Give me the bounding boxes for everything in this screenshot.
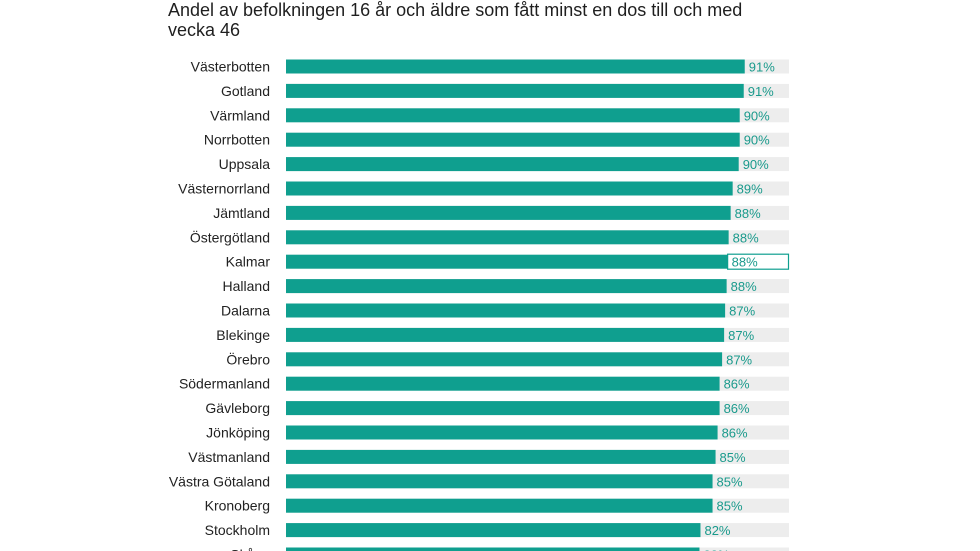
highlight-box — [727, 253, 790, 270]
bar-row: Kronoberg 85% — [205, 498, 789, 514]
bar-row: Jönköping 86% — [206, 425, 789, 441]
value-label: 90% — [744, 108, 770, 123]
bar-row: Örebro 87% — [226, 350, 789, 367]
value-label: 87% — [729, 304, 755, 319]
bar — [286, 547, 700, 551]
bar-row: Blekinge 87% — [216, 327, 789, 343]
category-label: Skåne — [230, 547, 270, 551]
category-label: Västra Götaland — [169, 473, 270, 489]
bar — [286, 157, 739, 172]
bar-row: Västra Götaland 85% — [169, 473, 789, 489]
value-label: 86% — [724, 401, 750, 416]
bar — [286, 279, 727, 294]
bar-row: Västerbotten 91% — [191, 59, 789, 75]
category-label: Södermanland — [179, 376, 270, 392]
category-label: Östergötland — [190, 228, 270, 245]
category-label: Kronoberg — [205, 498, 270, 514]
category-label: Västernorrland — [178, 181, 270, 197]
bar — [286, 425, 718, 440]
bar-row: Dalarna 87% — [221, 303, 789, 319]
value-label: 88% — [731, 279, 757, 294]
bar — [286, 59, 745, 74]
bar — [286, 230, 729, 245]
value-label: 90% — [744, 133, 770, 148]
bar-row: Jämtland 88% — [213, 205, 789, 221]
category-label: Norrbotten — [204, 132, 270, 148]
bar — [286, 352, 723, 367]
category-label: Halland — [223, 278, 270, 294]
category-label: Dalarna — [221, 303, 270, 319]
value-label: 89% — [737, 182, 763, 197]
value-label: 82% — [704, 523, 730, 538]
bar — [286, 327, 725, 342]
value-label: 91% — [749, 60, 775, 75]
category-label: Västerbotten — [191, 59, 270, 75]
category-label: Jönköping — [206, 425, 270, 441]
category-label: Blekinge — [216, 327, 270, 343]
value-label: 82% — [703, 548, 729, 551]
value-label: 88% — [733, 230, 759, 245]
bar — [286, 498, 713, 513]
bar-row: Uppsala 90% — [219, 156, 789, 172]
chart-title: Andel av befolkningen 16 år och äldre so… — [168, 0, 743, 40]
value-label: 87% — [726, 352, 752, 367]
bar-row: Norrbotten 90% — [204, 132, 789, 148]
bar — [286, 132, 740, 147]
value-label: 85% — [717, 499, 743, 514]
bar-row: Västernorrland 89% — [178, 181, 789, 197]
bar — [286, 205, 731, 220]
bar-row: Värmland 90% — [210, 107, 789, 123]
value-label: 85% — [720, 450, 746, 465]
bar — [286, 449, 716, 464]
value-label: 87% — [728, 328, 754, 343]
bar-row: Västmanland 85% — [188, 449, 789, 465]
bar-row: Gävleborg 86% — [205, 400, 789, 416]
value-label: 91% — [748, 84, 774, 99]
bar-row: Halland 88% — [223, 278, 789, 294]
bar — [286, 303, 726, 318]
category-label: Uppsala — [219, 156, 271, 172]
value-label: 88% — [735, 206, 761, 221]
category-label: Gävleborg — [205, 400, 270, 416]
bar — [286, 254, 728, 269]
bar — [286, 181, 733, 196]
bar-row: Kalmar 88% — [226, 253, 790, 270]
category-label: Örebro — [226, 350, 270, 367]
value-label: 85% — [717, 474, 743, 489]
value-label: 88% — [732, 255, 758, 270]
bar-row: Stockholm 82% — [205, 522, 789, 538]
bar-row: Skåne 82% — [230, 547, 789, 551]
category-label: Gotland — [221, 83, 270, 99]
bar-row: Södermanland 86% — [179, 376, 789, 392]
bar — [286, 83, 744, 98]
bar — [286, 523, 701, 538]
bar — [286, 474, 713, 489]
bar-row: Gotland 91% — [221, 83, 789, 99]
bar-row: Östergötland 88% — [190, 228, 789, 245]
value-label: 86% — [724, 377, 750, 392]
value-label: 86% — [722, 426, 748, 441]
category-label: Jämtland — [213, 205, 270, 221]
bar — [286, 376, 720, 391]
bar — [286, 108, 740, 123]
category-label: Värmland — [210, 107, 270, 123]
category-label: Stockholm — [205, 522, 270, 538]
value-label: 90% — [743, 157, 769, 172]
category-label: Västmanland — [188, 449, 270, 465]
category-label: Kalmar — [226, 254, 271, 270]
bar — [286, 401, 720, 416]
